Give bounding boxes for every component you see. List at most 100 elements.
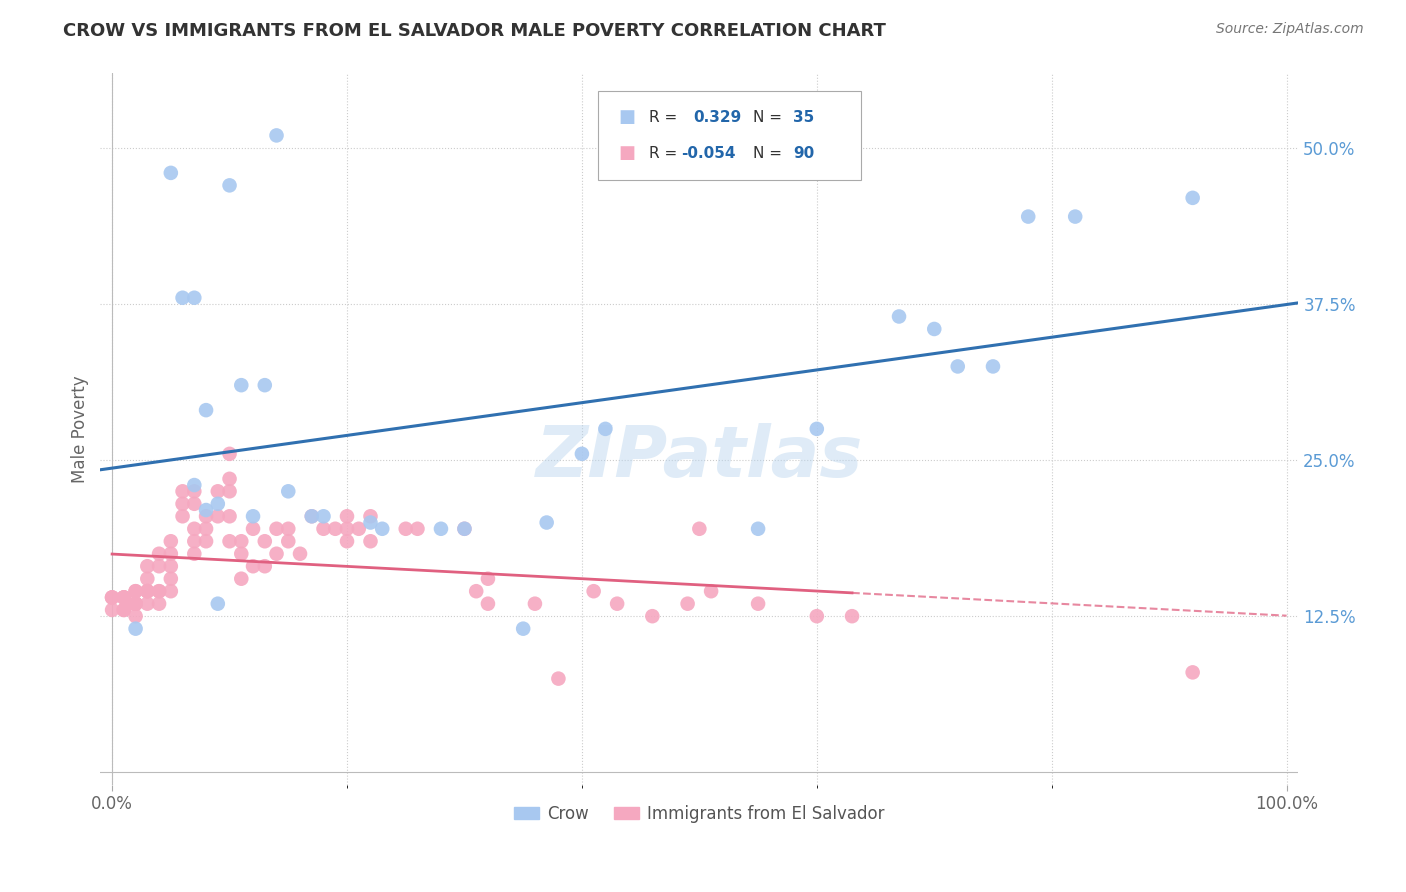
Point [207, 597, 229, 611]
Point [159, 534, 181, 549]
Point [453, 522, 475, 536]
Point [266, 522, 288, 536]
Text: N =: N = [754, 145, 782, 161]
Point [112, 603, 135, 617]
Point [841, 609, 863, 624]
Point [124, 597, 146, 611]
Point [430, 522, 453, 536]
Point [124, 597, 146, 611]
Point [218, 447, 240, 461]
Legend: Crow, Immigrants from El Salvador: Crow, Immigrants from El Salvador [508, 798, 891, 830]
Point [806, 422, 828, 436]
Point [277, 534, 299, 549]
Point [101, 603, 124, 617]
Y-axis label: Male Poverty: Male Poverty [72, 375, 89, 483]
Point [523, 597, 546, 611]
Point [112, 603, 135, 617]
Point [195, 403, 218, 417]
Text: Source: ZipAtlas.com: Source: ZipAtlas.com [1216, 22, 1364, 37]
Point [253, 378, 276, 392]
Point [360, 516, 382, 530]
Point [195, 534, 218, 549]
Text: ■: ■ [617, 145, 636, 162]
Point [172, 484, 194, 499]
Point [312, 522, 335, 536]
Point [172, 497, 194, 511]
Point [112, 591, 135, 605]
Point [231, 547, 253, 561]
Point [112, 591, 135, 605]
Point [183, 484, 205, 499]
Point [277, 484, 299, 499]
Point [336, 509, 359, 524]
Text: N =: N = [754, 110, 782, 125]
Text: 0.329: 0.329 [693, 110, 741, 125]
Point [606, 597, 628, 611]
Point [301, 509, 323, 524]
Point [124, 584, 146, 599]
Point [218, 509, 240, 524]
Point [124, 622, 146, 636]
Point [195, 522, 218, 536]
Text: CROW VS IMMIGRANTS FROM EL SALVADOR MALE POVERTY CORRELATION CHART: CROW VS IMMIGRANTS FROM EL SALVADOR MALE… [63, 22, 886, 40]
Point [218, 484, 240, 499]
Point [571, 447, 593, 461]
Point [207, 509, 229, 524]
Point [231, 534, 253, 549]
Point [124, 597, 146, 611]
Point [242, 509, 264, 524]
Point [312, 509, 335, 524]
Point [806, 609, 828, 624]
Point [747, 522, 769, 536]
Point [195, 503, 218, 517]
Point [207, 497, 229, 511]
Point [159, 547, 181, 561]
Point [266, 547, 288, 561]
Point [1017, 210, 1039, 224]
Point [547, 672, 569, 686]
Point [277, 522, 299, 536]
Point [360, 509, 382, 524]
Point [512, 622, 534, 636]
Point [159, 559, 181, 574]
Point [453, 522, 475, 536]
Point [946, 359, 969, 374]
Point [288, 547, 311, 561]
Point [101, 591, 124, 605]
Point [477, 597, 499, 611]
Text: -0.054: -0.054 [682, 145, 735, 161]
Point [172, 509, 194, 524]
Point [183, 478, 205, 492]
Point [582, 584, 605, 599]
Point [112, 591, 135, 605]
Point [1181, 191, 1204, 205]
Point [124, 609, 146, 624]
Point [347, 522, 370, 536]
Point [124, 584, 146, 599]
Point [159, 166, 181, 180]
Text: 90: 90 [793, 145, 814, 161]
Point [887, 310, 910, 324]
Point [101, 591, 124, 605]
Point [207, 484, 229, 499]
Point [676, 597, 699, 611]
Point [136, 559, 159, 574]
Point [148, 584, 170, 599]
Point [183, 547, 205, 561]
Text: 35: 35 [793, 110, 814, 125]
Point [360, 534, 382, 549]
Point [253, 559, 276, 574]
Point [477, 572, 499, 586]
Point [336, 522, 359, 536]
Text: ZIPatlas: ZIPatlas [536, 423, 863, 491]
Point [124, 597, 146, 611]
Point [536, 516, 558, 530]
Point [266, 128, 288, 143]
Point [301, 509, 323, 524]
Point [136, 572, 159, 586]
Text: R =: R = [650, 110, 678, 125]
FancyBboxPatch shape [598, 91, 860, 180]
Text: R =: R = [650, 145, 678, 161]
Point [148, 584, 170, 599]
Point [595, 422, 617, 436]
